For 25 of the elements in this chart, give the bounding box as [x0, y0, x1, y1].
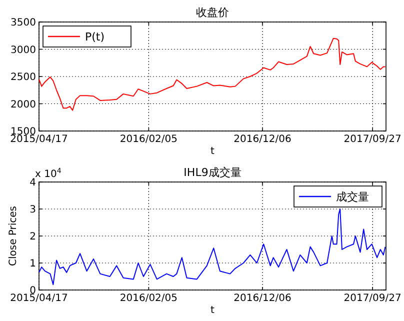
y-tick-label: 2500	[10, 72, 36, 83]
y-tick-label: 2	[30, 232, 36, 242]
y-tick-label: 3	[30, 204, 36, 216]
text: x 10$^{4}$	[35, 167, 62, 180]
x-tick-label: 2017/09/27	[344, 134, 402, 145]
x-tick-label: 2016/02/05	[120, 293, 178, 304]
y-tick-label: 3500	[10, 18, 36, 28]
chart-title: IHL9成交量	[184, 166, 242, 179]
chart-title: 收盘价	[196, 6, 229, 19]
x-tick-label: 2016/12/06	[234, 134, 292, 145]
y-tick-label: 3000	[10, 44, 36, 56]
line-series	[38, 208, 386, 286]
x-tick-label: 2017/09/27	[344, 293, 402, 304]
x-axis-title: t	[210, 305, 215, 316]
x-tick-label: 2015/04/17	[10, 293, 68, 304]
x-tick-label: 2016/12/06	[234, 293, 292, 304]
x-axis-title: t	[210, 146, 215, 157]
y-tick-label: 2000	[10, 99, 36, 110]
legend-label: P(t)	[85, 30, 105, 44]
legend-label: 成交量	[336, 190, 369, 204]
y-axis-title: Close Prices	[8, 206, 19, 266]
x-tick-label: 2015/04/17	[10, 134, 68, 145]
y-tick-label: 4	[30, 178, 36, 188]
y-tick-label: 1	[30, 258, 36, 270]
x-tick-label: 2016/02/05	[120, 134, 178, 145]
